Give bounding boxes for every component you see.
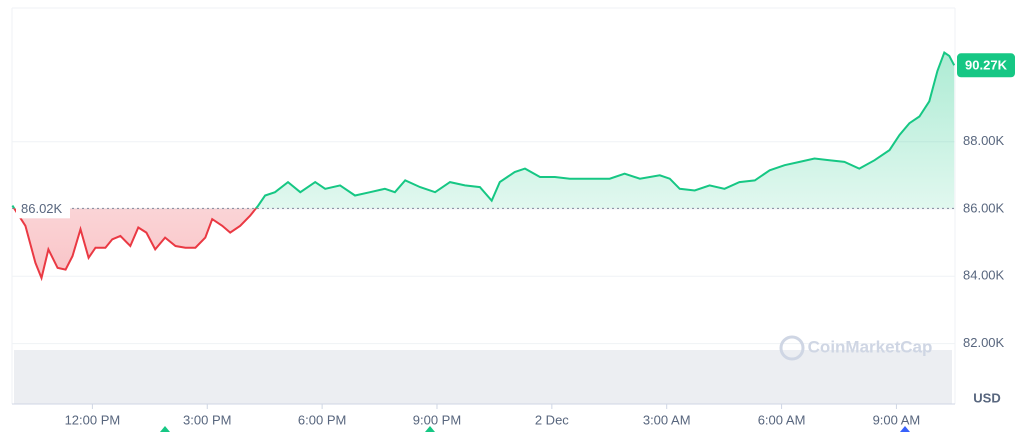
watermark-logo [779, 335, 805, 361]
x-tick-label: 12:00 PM [65, 412, 121, 427]
x-tick-label: 2 Dec [535, 412, 569, 427]
reference-label-bg [16, 198, 70, 219]
reference-label: 86.02K [21, 201, 63, 216]
y-tick-label: 84.00K [963, 268, 1005, 283]
y-tick-label: 88.00K [963, 133, 1005, 148]
event-marker [425, 426, 435, 432]
x-tick-label: 6:00 PM [298, 412, 346, 427]
watermark: CoinMarketCap [808, 337, 933, 356]
event-marker [160, 426, 170, 432]
price-line-down [12, 208, 258, 282]
event-marker [900, 426, 910, 432]
area-down [12, 208, 955, 278]
x-tick-label: 9:00 PM [413, 412, 461, 427]
x-tick-label: 3:00 AM [643, 412, 691, 427]
area-up [12, 52, 955, 209]
y-unit: USD [973, 390, 1000, 405]
x-tick-label: 9:00 AM [873, 412, 921, 427]
current-price-label: 90.27K [965, 58, 1008, 73]
y-tick-label: 86.00K [963, 200, 1005, 215]
price-line-up [11, 50, 956, 209]
current-price-badge [957, 53, 1015, 78]
y-tick-label: 82.00K [963, 335, 1005, 350]
x-tick-label: 6:00 AM [758, 412, 806, 427]
volume-band [14, 350, 952, 404]
x-tick-label: 3:00 PM [183, 412, 231, 427]
